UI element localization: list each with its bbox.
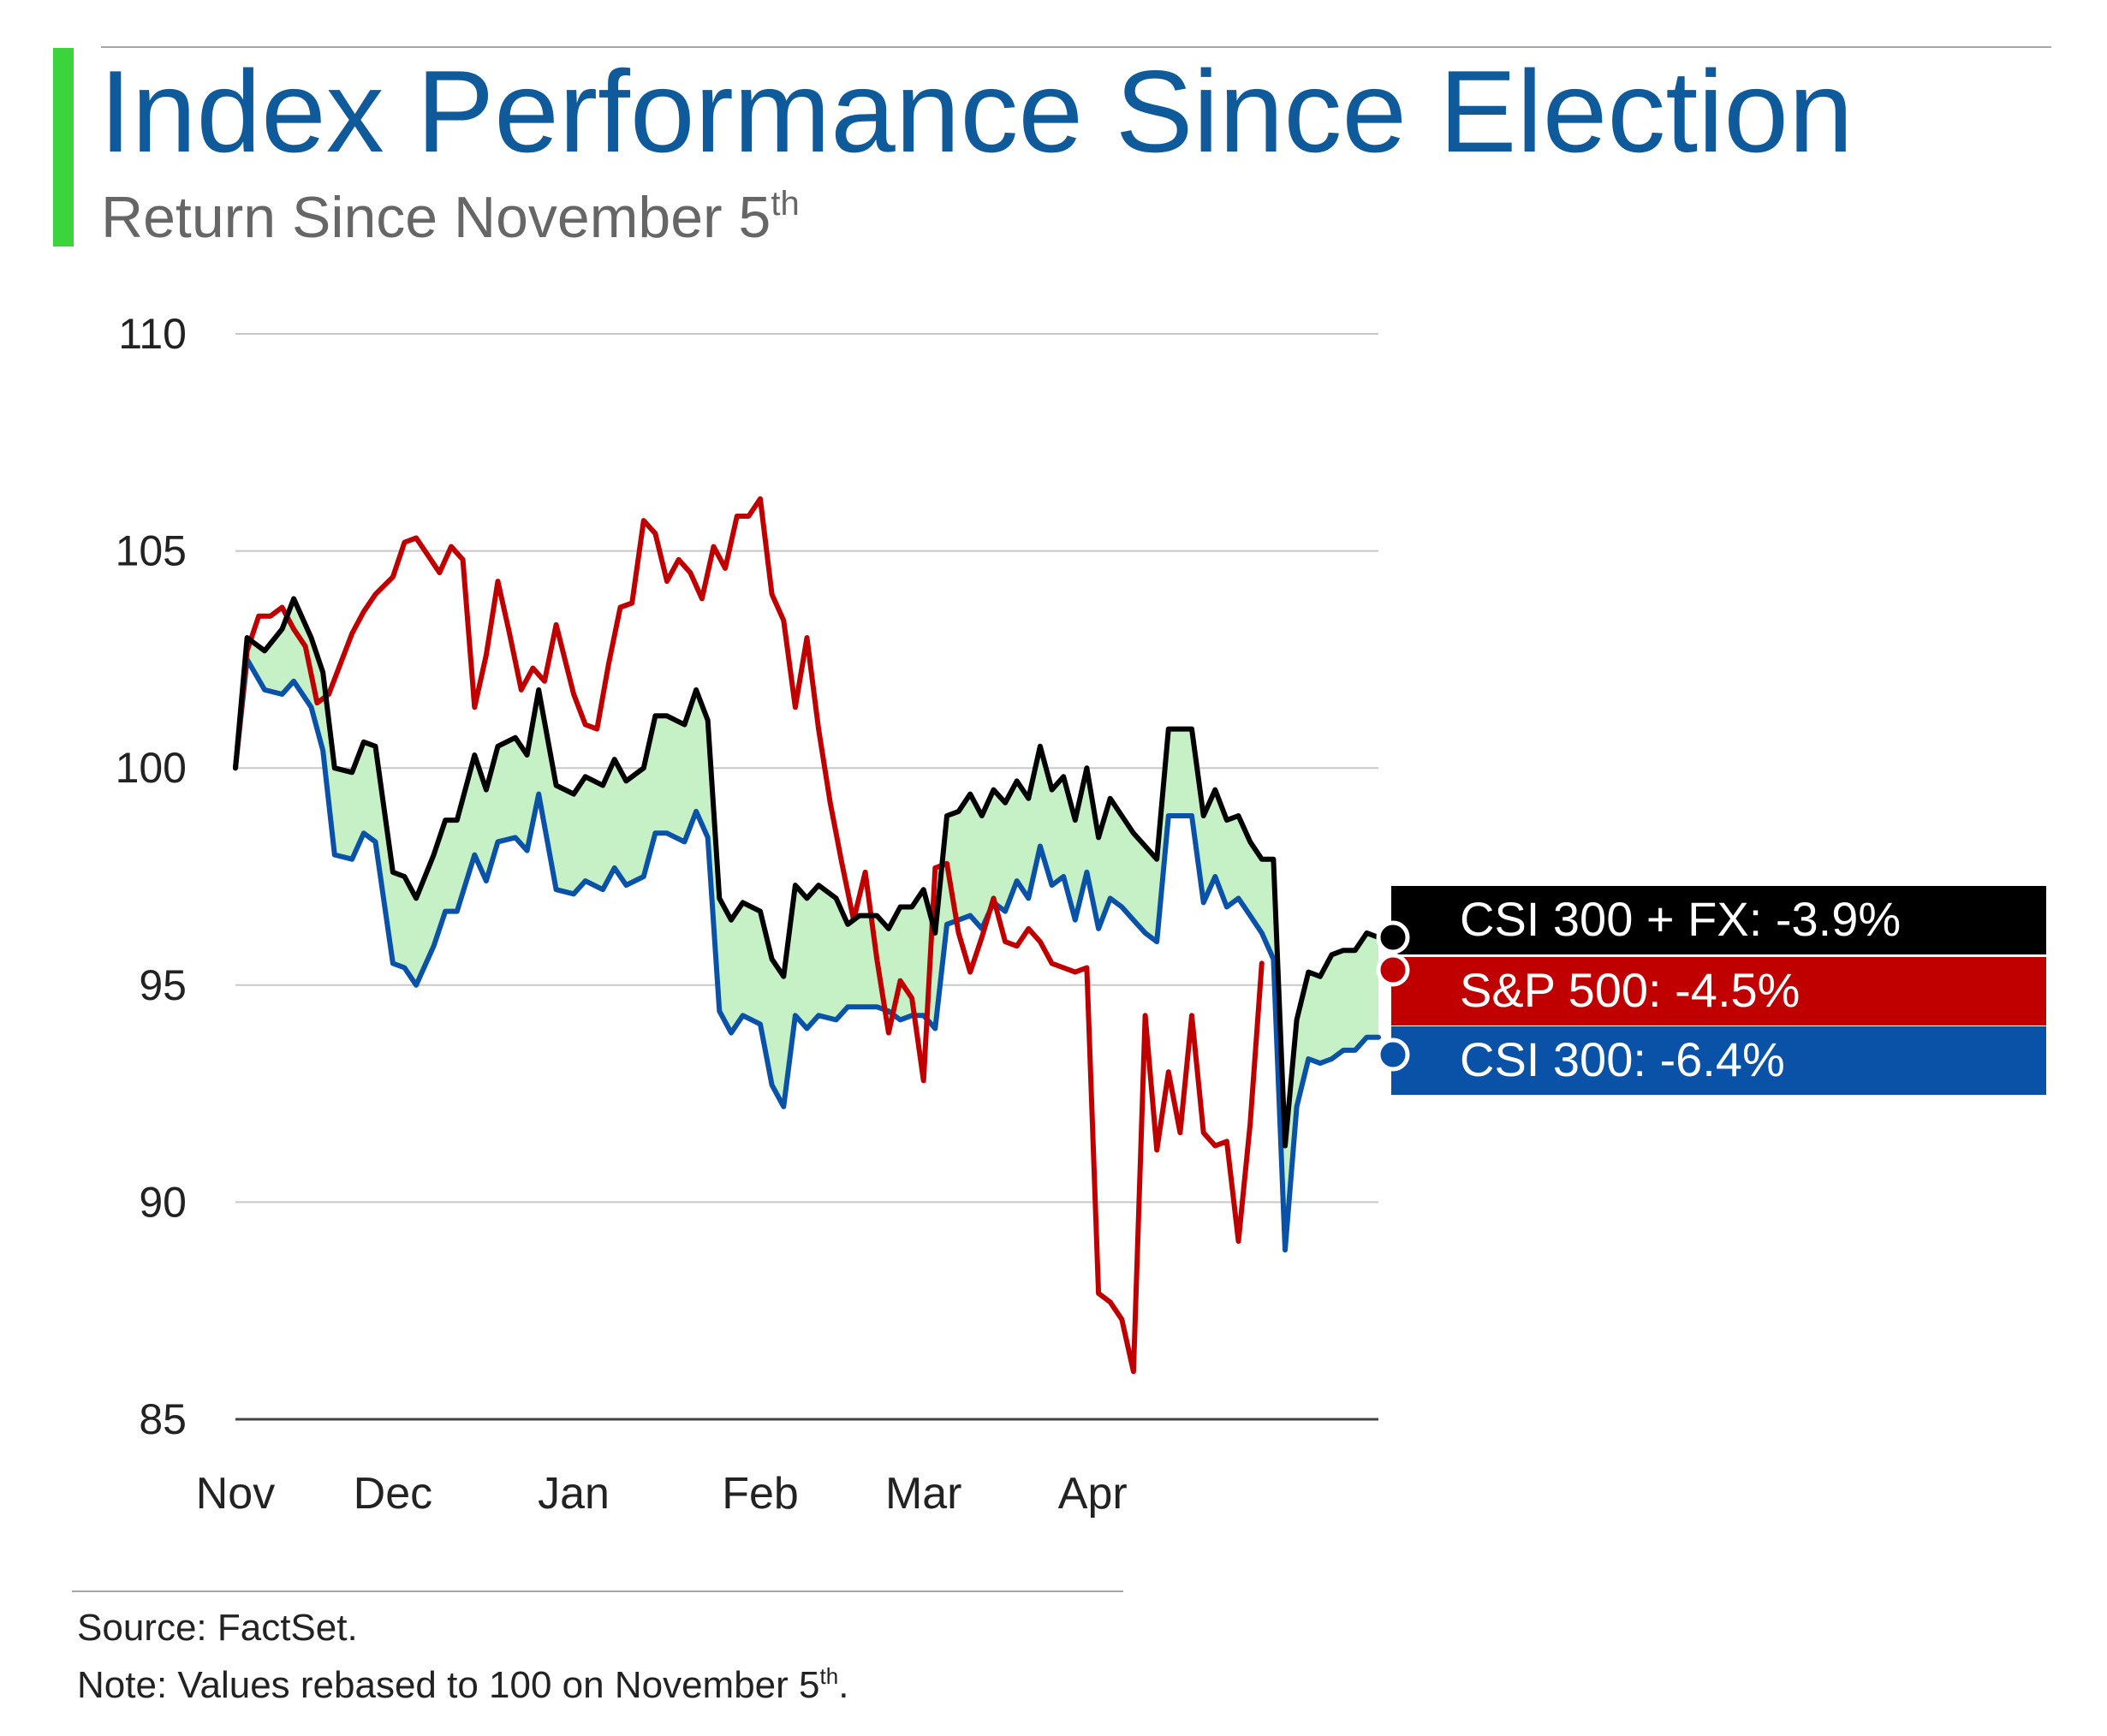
y-tick-label-110: 110 xyxy=(118,310,187,358)
note-superscript: th xyxy=(819,1663,839,1689)
note-text: Note: Values rebased to 100 on November … xyxy=(77,1664,820,1706)
chart-subtitle: Return Since November 5th xyxy=(101,187,800,247)
x-tick-label-feb: Feb xyxy=(722,1469,799,1519)
y-tick-label-95: 95 xyxy=(139,961,187,1009)
end-label-box-s-p-500 xyxy=(1391,957,2046,1026)
rebase-note: Note: Values rebased to 100 on November … xyxy=(77,1665,848,1704)
end-label-box-csi-300 xyxy=(1391,1026,2046,1095)
y-tick-label-85: 85 xyxy=(139,1395,187,1443)
y-tick-label-105: 105 xyxy=(116,527,187,575)
end-label-box-csi-300-fx xyxy=(1391,886,2046,954)
end-label-text-csi-300-fx: CSI 300 + FX: -3.9% xyxy=(1460,892,1901,946)
end-marker-csi-300 xyxy=(1376,1037,1410,1072)
fill-between-band xyxy=(235,598,1378,1251)
chart-title: Index Performance Since Election xyxy=(99,46,1854,176)
x-tick-label-nov: Nov xyxy=(196,1469,275,1519)
title-accent-bar xyxy=(53,48,74,247)
series-line-csi-300 xyxy=(233,657,1381,1253)
end-marker-s-p-500 xyxy=(1376,953,1410,987)
x-tick-label-mar: Mar xyxy=(885,1469,962,1519)
end-label-text-csi-300: CSI 300: -6.4% xyxy=(1460,1032,1785,1086)
end-marker-csi-300-fx xyxy=(1376,920,1410,954)
series-lines xyxy=(233,496,1381,1375)
y-tick-label-90: 90 xyxy=(139,1178,187,1226)
y-tick-label-100: 100 xyxy=(116,744,187,792)
end-labels: CSI 300 + FX: -3.9% S&P 500: -4.5% CSI 300… xyxy=(1376,886,2046,1095)
subtitle-superscript: th xyxy=(771,185,800,223)
series-line-s-p-500 xyxy=(233,496,1265,1375)
top-divider xyxy=(101,46,2051,48)
end-label-text-s-p-500: S&P 500: -4.5% xyxy=(1460,963,1800,1017)
footer-divider xyxy=(72,1590,1123,1592)
source-note: Source: FactSet. xyxy=(77,1607,358,1649)
x-tick-label-dec: Dec xyxy=(354,1469,432,1519)
x-tick-label-apr: Apr xyxy=(1058,1469,1128,1519)
subtitle-text: Return Since November 5 xyxy=(101,185,771,250)
note-end: . xyxy=(838,1664,849,1706)
fill-between-area xyxy=(235,598,1378,1251)
x-tick-label-jan: Jan xyxy=(538,1469,610,1519)
series-line-csi-300-fx xyxy=(233,596,1381,1149)
